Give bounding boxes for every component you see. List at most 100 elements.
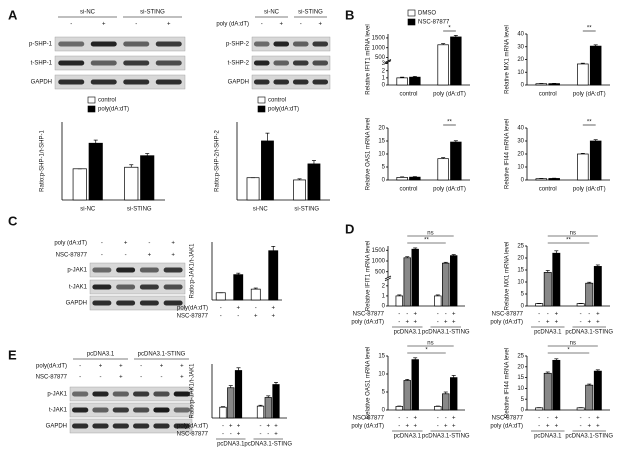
bar (124, 166, 139, 201)
error-bar (587, 281, 592, 284)
error-bar (412, 76, 417, 78)
bar (307, 163, 321, 201)
blot-band (273, 79, 290, 85)
condition-mark: + (444, 424, 448, 430)
bar (215, 292, 226, 301)
blot-band (312, 41, 329, 47)
x-tick-label: pcDNA3.1 (534, 434, 562, 440)
condition-mark: - (140, 364, 142, 370)
bar (272, 384, 280, 419)
condition-mark: + (148, 253, 152, 259)
blot-strip (54, 36, 186, 52)
blot-band (253, 60, 270, 66)
error-bar (129, 164, 134, 168)
significance-label: ns (427, 341, 433, 347)
bar (396, 77, 408, 86)
condition-mark: + (167, 22, 171, 28)
condition-mark: - (135, 22, 137, 28)
y-tick-label: 5 (521, 292, 525, 298)
y-tick-label: 20 (517, 364, 524, 370)
condition-mark: + (180, 364, 184, 370)
significance-label: ** (447, 120, 452, 126)
blot-band (173, 407, 190, 413)
blot-band (155, 60, 182, 66)
y-tick-label: 0 (521, 408, 525, 414)
axis-break (384, 59, 392, 63)
blot-band (92, 300, 112, 306)
condition-mark: - (588, 416, 590, 422)
condition-mark: + (171, 241, 175, 247)
error-bar (580, 153, 585, 154)
y-tick-label: 500 (375, 269, 386, 275)
error-bar (405, 256, 410, 258)
blot-strip (251, 74, 331, 90)
bar (403, 257, 411, 307)
condition-mark: - (267, 432, 269, 438)
bar (576, 303, 585, 307)
condition-mark: + (119, 375, 123, 381)
error-bar (580, 62, 585, 64)
condition-mark: + (405, 320, 409, 326)
y-tick-label: 20 (378, 126, 385, 132)
significance-label: ns (570, 341, 576, 347)
x-tick-label: pcDNA3.1-STING (422, 330, 470, 336)
blot-strip (89, 262, 186, 278)
error-bar (451, 254, 456, 256)
bar (293, 179, 306, 201)
condition-mark: - (220, 314, 222, 320)
bar (450, 141, 462, 181)
condition-mark: + (102, 22, 106, 28)
condition-mark: - (255, 306, 257, 312)
bar (585, 384, 594, 411)
error-bar (266, 395, 271, 398)
y-axis-label: Relative MX1 mRNA level (505, 25, 511, 94)
blot-band (253, 79, 270, 85)
condition-mark: - (101, 253, 103, 259)
bar (535, 303, 544, 307)
blot-band (273, 60, 290, 66)
y-tick-label: 0 (382, 408, 386, 414)
bar (227, 387, 235, 419)
error-bar (453, 35, 458, 37)
condition-mark: - (406, 312, 408, 318)
blot-band (90, 79, 117, 85)
blot-band (123, 60, 150, 66)
condition-label: poly (dA:dT) (351, 424, 384, 430)
blot-strip (89, 279, 186, 295)
condition-mark: + (236, 306, 240, 312)
x-tick-label: si-NC (80, 207, 96, 213)
blot-band (58, 41, 85, 47)
error-bar (258, 404, 263, 407)
error-bar (93, 139, 98, 144)
y-axis-label: Relative OAS1 mRNA level (366, 347, 372, 419)
bar (543, 372, 552, 411)
legend-swatch (257, 105, 266, 113)
x-tick-label: control (399, 92, 417, 98)
condition-label: poly(dA:dT) (177, 424, 208, 430)
bar (535, 83, 548, 86)
blot-band (173, 391, 190, 397)
bar (577, 63, 589, 86)
error-bar (441, 43, 446, 45)
y-tick-label: 40 (517, 32, 524, 38)
axis-break (384, 277, 392, 282)
bar (437, 44, 449, 86)
blot-band (153, 407, 170, 413)
error-bar (145, 153, 150, 156)
axis-break (384, 60, 392, 64)
y-axis-label: Relative IFIT1 mRNA level (366, 24, 372, 94)
x-tick-label: pcDNA3.1-STING (565, 330, 613, 336)
error-bar (545, 371, 550, 374)
blot-band (112, 423, 129, 429)
blot-band (92, 407, 109, 413)
bar (577, 153, 589, 181)
x-tick-label: control (399, 187, 417, 193)
error-bar (400, 76, 405, 78)
error-bar (413, 247, 418, 250)
blot-band (173, 423, 190, 429)
blot-band (139, 284, 159, 290)
y-tick-label: 40 (517, 126, 524, 132)
blot-band (112, 407, 129, 413)
y-tick-label: 20 (517, 152, 524, 158)
blot-band (90, 41, 117, 47)
